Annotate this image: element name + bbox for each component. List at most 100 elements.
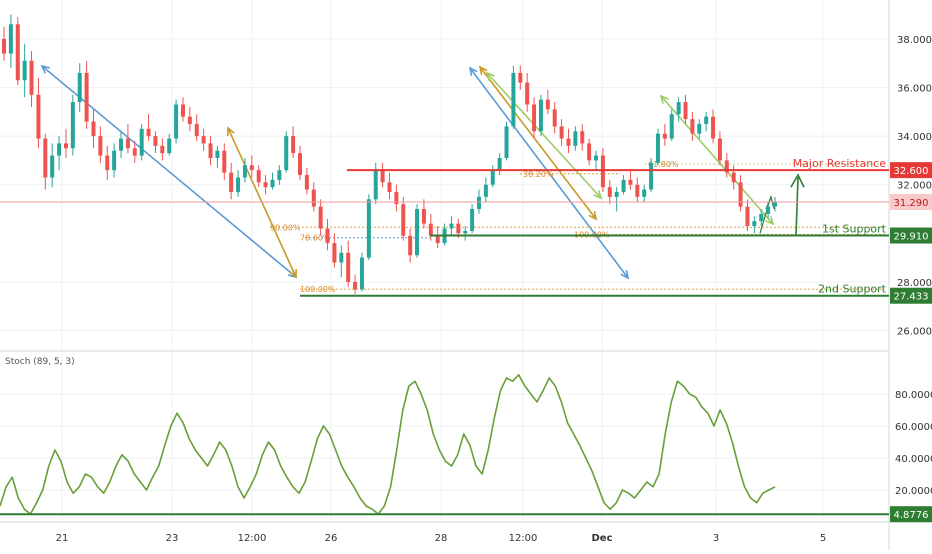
candle-body [594, 155, 599, 161]
candle-body [15, 24, 20, 81]
candle-body [511, 72, 516, 127]
level-name: Major Resistance [793, 157, 887, 170]
stoch-level-tag [890, 506, 932, 523]
current-price-label: 31.290 [894, 198, 929, 209]
trend-arrow-gold-1[interactable] [227, 126, 297, 279]
stoch-title: Stoch (89, 5, 3) [5, 357, 75, 367]
price-pane[interactable] [0, 0, 889, 350]
time-axis[interactable]: 21 23 12:00 26 28 12:00 Dec 3 5 [56, 533, 827, 544]
time-tick-label: 21 [56, 533, 69, 544]
candle-body [304, 175, 309, 190]
level-2nd-support[interactable]: 2nd Support 27.433 [300, 283, 932, 304]
level-major-resistance[interactable]: Major Resistance 32.600 [347, 157, 932, 179]
candle-body [538, 99, 543, 132]
candle-body [401, 204, 406, 236]
candle-body [8, 24, 13, 54]
candle-body [346, 252, 351, 282]
candle-body [91, 121, 96, 137]
level-price-label: 27.433 [894, 292, 929, 303]
candle-body [456, 223, 461, 234]
candle-body [236, 177, 241, 193]
candle-body [153, 136, 158, 146]
candle-body [167, 138, 172, 154]
candle-body [263, 182, 268, 188]
price-tick-label: 26.000 [897, 327, 932, 338]
time-tick-label: 28 [435, 533, 448, 544]
candle-body [43, 138, 48, 178]
price-tick-label: 34.000 [897, 132, 932, 143]
candle-body [380, 170, 385, 183]
candle-body [2, 38, 6, 54]
candle-body [77, 72, 82, 103]
level-price-tag [890, 227, 932, 244]
trend-arrow-blue-2[interactable] [468, 66, 630, 280]
current-price[interactable]: 31.290 [0, 193, 932, 210]
level-price-label: 32.600 [894, 166, 929, 177]
candle-body [607, 187, 612, 197]
candle-body [669, 114, 674, 139]
candle-body [160, 145, 165, 154]
candle-body [105, 155, 110, 171]
candle-body [187, 116, 192, 124]
candle-body [174, 104, 179, 139]
candle-body [704, 116, 709, 124]
candle-body [408, 235, 413, 256]
stoch-tick-label: 60.0000 [895, 422, 932, 433]
stoch-tick-label: 20.0000 [895, 486, 932, 497]
price-tick-label: 28.000 [897, 278, 932, 289]
candle-body [84, 72, 89, 122]
candle-body [724, 160, 729, 173]
candle-body [249, 165, 254, 171]
candle-body [504, 126, 509, 158]
candle-body [36, 94, 41, 139]
stochastic-oscillator: 4.8776 [0, 373, 932, 523]
stoch-pane[interactable] [0, 352, 889, 522]
candle-body [325, 228, 330, 244]
candle-body [112, 150, 117, 171]
time-tick-label: 12:00 [238, 533, 267, 544]
fib-label: 90.00% [270, 223, 301, 232]
candle-body [649, 162, 654, 190]
candle-body [139, 128, 144, 156]
time-tick-label: 12:00 [509, 533, 538, 544]
candle-body [394, 192, 399, 205]
candle-body [311, 189, 316, 207]
candle-body [180, 104, 185, 117]
trend-arrow-green-1[interactable] [485, 71, 603, 200]
price-tick-label: 36.000 [897, 84, 932, 95]
level-1st-support[interactable]: 1st Support 29.910 [430, 223, 932, 244]
level-name: 2nd Support [818, 283, 887, 296]
candle-body [711, 116, 716, 139]
candle-body [435, 235, 440, 244]
trend-arrow-green-2[interactable] [659, 94, 775, 226]
candle-body [194, 123, 199, 137]
levels[interactable]: Major Resistance 32.600 1st Support 29.910 2… [0, 157, 932, 304]
candle-body [332, 243, 337, 263]
candle-body [463, 230, 468, 234]
price-axis[interactable]: 38.000 36.000 34.000 32.000 28.000 26.000 80.0… [895, 35, 932, 497]
candle-body [201, 136, 206, 144]
candle-body [559, 126, 564, 139]
candle-body [580, 131, 585, 144]
candle-body [57, 143, 62, 156]
price-tick-label: 38.000 [897, 35, 932, 46]
candle-body [690, 119, 695, 134]
candle-body [525, 82, 530, 105]
candle-body [428, 223, 433, 236]
trend-arrow-gold-2[interactable] [478, 65, 598, 221]
candle-body [277, 170, 282, 180]
candle-body [600, 155, 605, 188]
candles [2, 14, 777, 295]
candle-body [119, 138, 124, 151]
candle-body [635, 184, 640, 197]
candle-body [738, 182, 743, 207]
level-price-tag [890, 162, 932, 179]
time-tick-label: 5 [820, 533, 826, 544]
candle-body [387, 182, 392, 193]
candle-body [476, 196, 481, 210]
candle-body [587, 143, 592, 161]
candle-body [683, 102, 688, 120]
candle-body [242, 165, 247, 178]
